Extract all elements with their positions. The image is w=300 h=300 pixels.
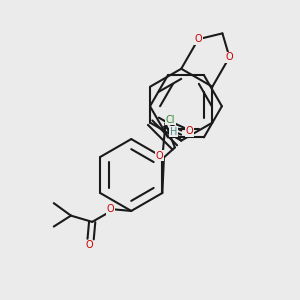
Text: O: O [186,126,194,136]
Text: O: O [226,52,233,62]
Text: H: H [170,127,177,137]
Text: O: O [106,204,114,214]
Text: O: O [85,240,93,250]
Text: Cl: Cl [166,115,175,125]
Text: O: O [194,34,202,44]
Text: O: O [155,151,163,161]
